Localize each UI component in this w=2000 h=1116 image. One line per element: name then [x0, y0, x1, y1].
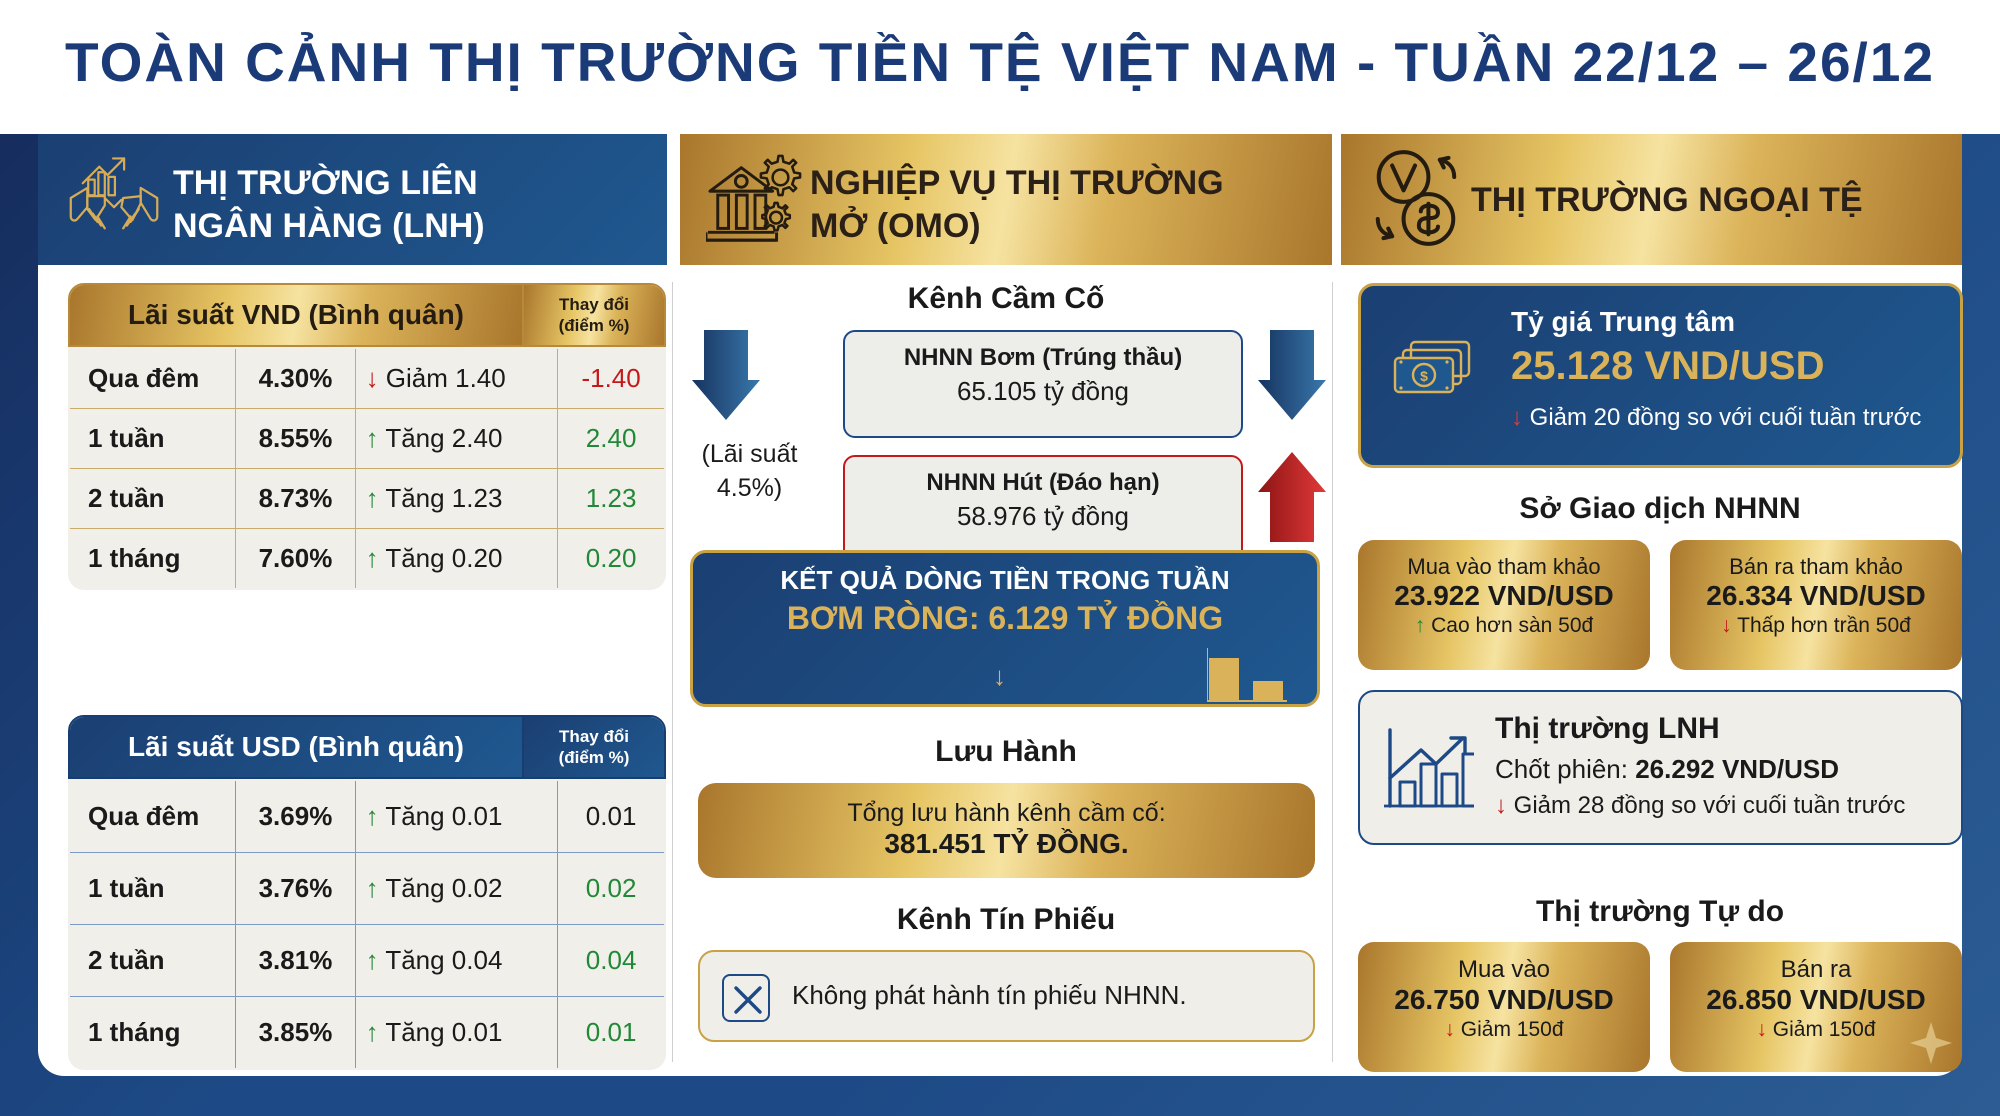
svg-text:$: $: [1420, 368, 1428, 384]
